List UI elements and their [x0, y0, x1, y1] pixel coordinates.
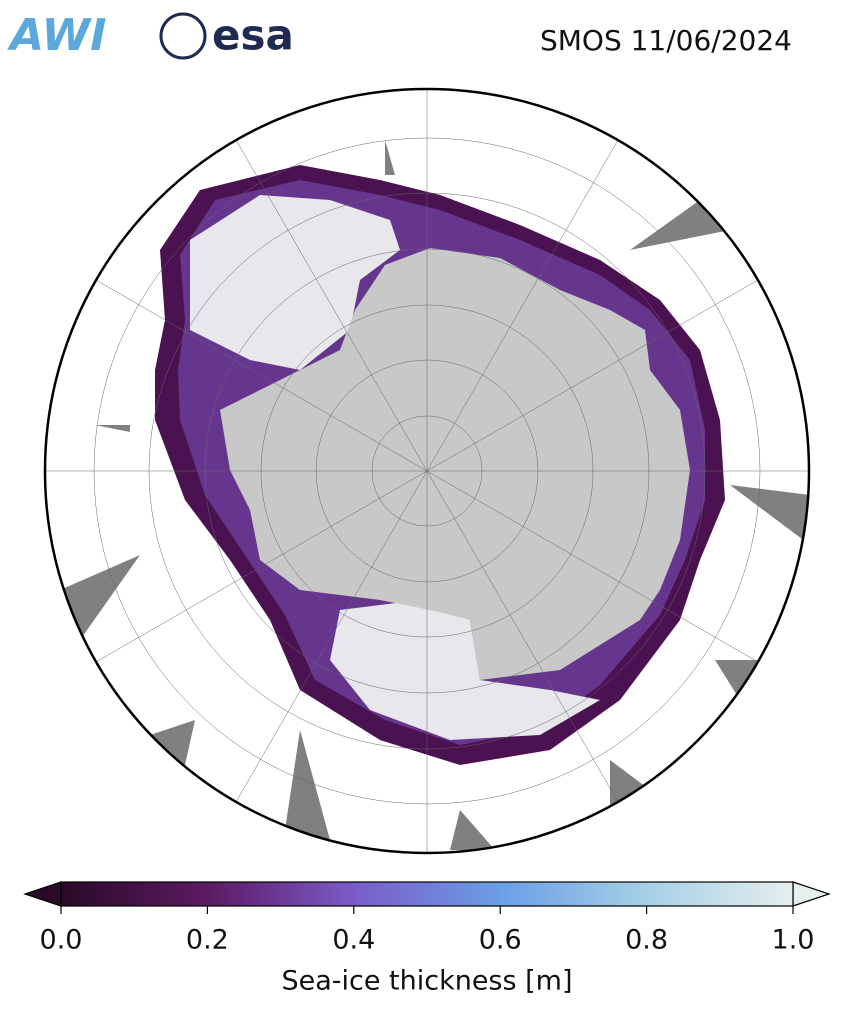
ross-ice [330, 600, 600, 740]
colorbar-ramp [60, 881, 794, 907]
colorbar-tick-label: 0.2 [186, 925, 229, 956]
esa-emblem [159, 12, 207, 60]
colorbar-tick-label: 0.0 [40, 925, 83, 956]
colorbar-tick-label: 0.8 [625, 925, 668, 956]
colorbar-tick-label: 0.4 [332, 925, 375, 956]
graticule [45, 89, 809, 853]
title: SMOS 11/06/2024 [540, 24, 792, 57]
missing-data [60, 140, 809, 850]
map [45, 89, 809, 853]
colorbar-extend-low [23, 881, 62, 907]
logo-awi: AWI [7, 10, 107, 61]
colorbar-tick-label: 0.6 [479, 925, 522, 956]
logo-esa: esa [212, 11, 294, 60]
colorbar [23, 881, 831, 914]
colorbar-label: Sea-ice thickness [m] [281, 966, 572, 997]
colorbar-extend-high [792, 881, 831, 907]
antarctica [220, 248, 690, 680]
colorbar-tick-label: 1.0 [772, 925, 815, 956]
map-frame [43, 87, 811, 855]
weddell-ice [190, 195, 400, 370]
